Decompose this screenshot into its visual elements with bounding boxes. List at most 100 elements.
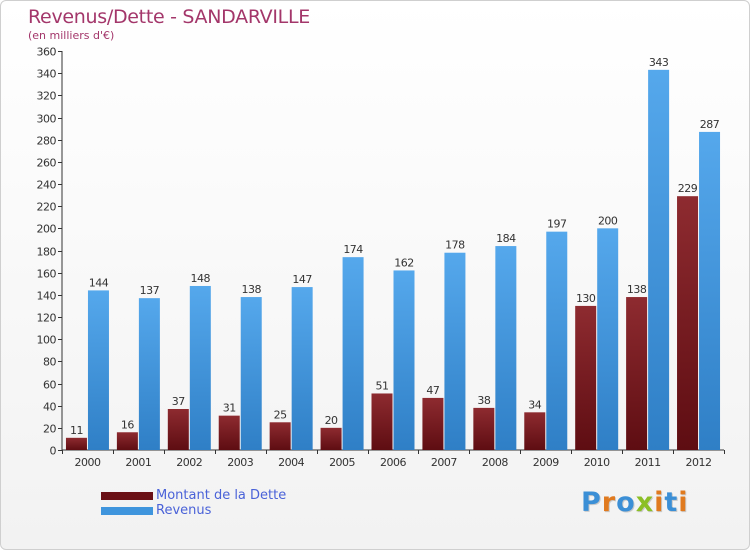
logo-letter: i xyxy=(654,487,665,518)
data-label-dette: 31 xyxy=(223,402,236,415)
legend-label-dette: Montant de la Dette xyxy=(156,488,287,503)
logo-letter: o xyxy=(616,487,636,518)
x-tick-label: 2002 xyxy=(176,456,202,469)
bar-dette xyxy=(167,408,189,450)
logo-letter: P xyxy=(581,487,602,518)
y-tick-label: 200 xyxy=(37,223,57,236)
y-tick-label: 60 xyxy=(43,379,56,392)
bar-dette xyxy=(218,415,240,450)
x-tick-label: 2001 xyxy=(125,456,151,469)
bar-revenus xyxy=(138,298,160,450)
y-tick-label: 160 xyxy=(37,268,57,281)
legend-item-revenus: Revenus xyxy=(101,503,286,518)
bar-revenus xyxy=(240,297,262,450)
x-tick-label: 2011 xyxy=(635,456,661,469)
logo-letter: t xyxy=(664,487,679,518)
chart-title: Revenus/Dette - SANDARVILLE xyxy=(28,6,310,28)
bar-revenus xyxy=(699,131,721,451)
y-tick-label: 260 xyxy=(37,157,57,170)
logo-letter: x xyxy=(635,487,655,518)
proxiti-logo: Proxiti xyxy=(581,487,689,518)
data-label-revenus: 137 xyxy=(140,284,160,297)
legend-swatch-revenus xyxy=(101,506,153,515)
bar-dette xyxy=(473,407,495,450)
data-label-revenus: 178 xyxy=(445,239,465,252)
data-label-dette: 130 xyxy=(576,292,596,305)
data-label-revenus: 343 xyxy=(649,56,669,69)
x-tick-label: 2009 xyxy=(533,456,559,469)
bar-revenus xyxy=(189,285,211,450)
bar-revenus xyxy=(291,287,313,450)
legend-label-revenus: Revenus xyxy=(156,503,212,518)
x-tick-label: 2005 xyxy=(329,456,355,469)
bar-dette xyxy=(65,437,87,450)
bar-dette xyxy=(269,422,291,450)
bar-dette xyxy=(524,412,546,450)
data-label-dette: 38 xyxy=(477,394,490,407)
bar-dette xyxy=(575,305,597,450)
legend-item-dette: Montant de la Dette xyxy=(101,488,286,503)
data-label-dette: 11 xyxy=(70,424,83,437)
data-label-revenus: 138 xyxy=(241,283,261,296)
y-tick-label: 0 xyxy=(50,445,57,458)
data-label-revenus: 184 xyxy=(496,232,516,245)
data-label-revenus: 197 xyxy=(547,218,567,231)
data-label-revenus: 162 xyxy=(394,256,414,269)
y-tick-label: 40 xyxy=(43,401,56,414)
y-tick-label: 340 xyxy=(37,68,57,81)
y-tick-label: 320 xyxy=(37,90,57,103)
x-tick-label: 2004 xyxy=(278,456,304,469)
y-tick-label: 300 xyxy=(37,113,57,126)
data-label-dette: 138 xyxy=(627,283,647,296)
data-label-revenus: 287 xyxy=(700,118,720,131)
bar-dette xyxy=(320,427,342,450)
x-tick-label: 2012 xyxy=(686,456,712,469)
y-tick-label: 360 xyxy=(37,46,57,59)
bar-revenus xyxy=(546,231,568,450)
x-tick-label: 2010 xyxy=(584,456,610,469)
bar-revenus xyxy=(597,228,619,450)
bar-revenus xyxy=(444,252,466,450)
data-label-revenus: 174 xyxy=(343,243,363,256)
y-tick-label: 240 xyxy=(37,179,57,192)
data-label-dette: 229 xyxy=(678,182,698,195)
data-label-dette: 34 xyxy=(528,398,541,411)
y-tick-label: 140 xyxy=(37,290,57,303)
data-label-dette: 25 xyxy=(274,408,287,421)
bar-dette xyxy=(677,196,699,450)
y-tick-label: 100 xyxy=(37,334,57,347)
bar-revenus xyxy=(342,257,364,450)
y-tick-label: 20 xyxy=(43,423,56,436)
data-label-revenus: 144 xyxy=(89,276,109,289)
logo-letter: i xyxy=(678,487,689,518)
data-label-dette: 51 xyxy=(376,379,389,392)
bar-revenus xyxy=(87,290,109,450)
bar-dette xyxy=(422,397,444,450)
bar-dette xyxy=(371,393,393,450)
y-tick-label: 180 xyxy=(37,246,57,259)
x-tick-label: 2003 xyxy=(227,456,253,469)
bar-dette xyxy=(626,297,648,450)
bar-revenus xyxy=(393,270,415,450)
data-label-revenus: 200 xyxy=(598,214,618,227)
x-tick-label: 2008 xyxy=(482,456,508,469)
data-label-dette: 47 xyxy=(426,384,439,397)
y-tick-label: 80 xyxy=(43,356,56,369)
legend-swatch-dette xyxy=(101,491,153,500)
bar-revenus xyxy=(648,69,670,450)
chart-subtitle: (en milliers d'€) xyxy=(28,29,115,42)
logo-letter: r xyxy=(601,487,617,518)
bar-dette xyxy=(116,432,138,450)
y-tick-label: 280 xyxy=(37,135,57,148)
data-label-dette: 16 xyxy=(121,418,134,431)
legend: Montant de la Dette Revenus xyxy=(101,488,286,518)
x-tick-label: 2007 xyxy=(431,456,457,469)
x-tick-label: 2006 xyxy=(380,456,406,469)
x-tick-label: 2000 xyxy=(74,456,100,469)
data-label-revenus: 148 xyxy=(191,272,211,285)
y-tick-label: 220 xyxy=(37,201,57,214)
data-label-revenus: 147 xyxy=(292,273,312,286)
y-tick-label: 120 xyxy=(37,312,57,325)
